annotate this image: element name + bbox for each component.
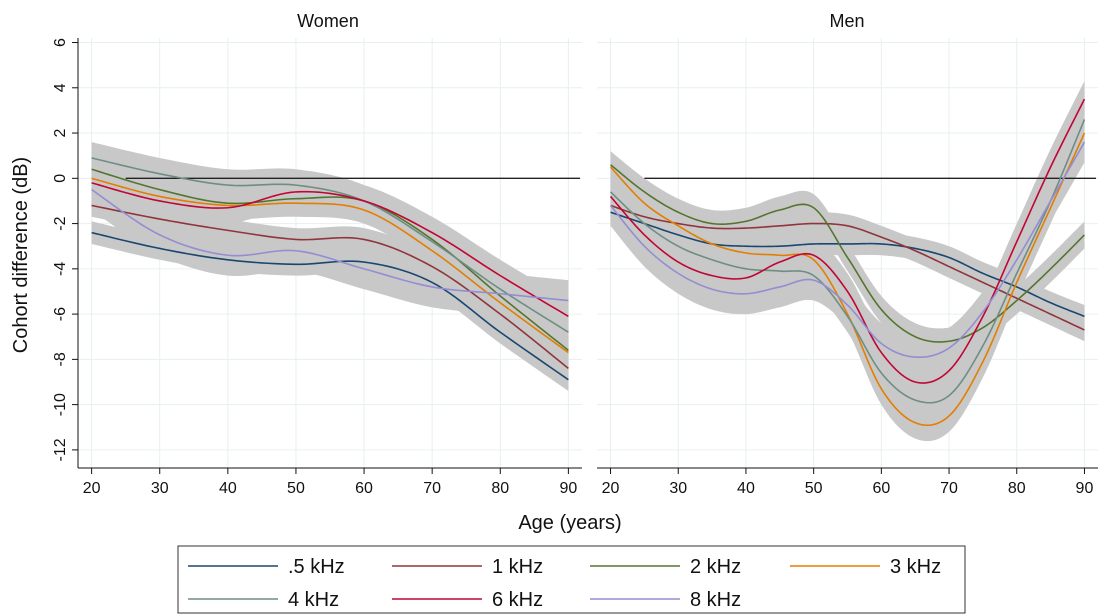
x-tick-label: 40	[219, 480, 237, 497]
confidence-bands	[91, 142, 569, 392]
series-line-4kHzkhz	[91, 157, 569, 333]
x-tick-label: 20	[83, 480, 101, 497]
y-tick-label: -10	[52, 393, 69, 416]
panel-men: 20 30 40 50 60 70 80 90	[597, 38, 1098, 497]
x-tick-label: 60	[355, 480, 373, 497]
series-line-8kHzkhz	[609, 141, 1086, 359]
x-tick-label: 90	[559, 480, 577, 497]
series-line-6kHzkhz	[609, 98, 1086, 384]
legend-label: 1 kHz	[492, 556, 543, 578]
legend: .5 kHz 1 kHz 2 kHz 3 kHz 4 kHz 6 kHz 8 kHz	[177, 545, 966, 614]
y-tick-label: -6	[52, 307, 69, 321]
series-lines	[91, 157, 569, 381]
x-tick-label: 70	[940, 480, 958, 497]
x-axis-label: Age (years)	[518, 512, 621, 534]
series-line-5kHzkhz	[91, 231, 569, 381]
y-tick-label: -4	[52, 262, 69, 276]
x-tick-label: 20	[602, 480, 620, 497]
legend-label: 8 kHz	[690, 589, 741, 611]
legend-item: 8 kHz	[590, 589, 741, 611]
legend-box	[177, 545, 966, 614]
y-tick-label: 6	[52, 38, 69, 47]
confidence-band	[91, 169, 569, 321]
legend-label: 4 kHz	[288, 589, 339, 611]
legend-item: 2 kHz	[590, 556, 741, 578]
x-tick-label: 80	[491, 480, 509, 497]
series-line-3kHzkhz	[91, 177, 569, 354]
confidence-bands	[610, 81, 1085, 442]
series-line-5kHzkhz	[610, 211, 1085, 318]
legend-item: .5 kHz	[188, 556, 345, 578]
legend-item: 3 kHz	[790, 556, 941, 578]
panel-title-men: Men	[829, 11, 864, 31]
x-tick-label: 30	[151, 480, 169, 497]
legend-label: 3 kHz	[890, 556, 941, 578]
x-tick-label: 50	[805, 480, 823, 497]
confidence-band	[610, 151, 1085, 356]
series-line-8kHzkhz	[91, 188, 569, 302]
legend-label: 2 kHz	[690, 556, 741, 578]
series-line-6kHzkhz	[91, 182, 569, 318]
series-lines	[609, 98, 1086, 427]
x-tick-label: 80	[1008, 480, 1026, 497]
x-tick-label: 40	[737, 480, 755, 497]
series-line-2kHzkhz	[91, 168, 569, 351]
legend-item: 1 kHz	[392, 556, 543, 578]
series-line-4kHzkhz	[609, 119, 1086, 404]
series-line-1kHzkhz	[610, 204, 1085, 331]
y-axis-label: Cohort difference (dB)	[10, 157, 32, 353]
x-tick-label: 70	[423, 480, 441, 497]
legend-label: 6 kHz	[492, 589, 543, 611]
y-tick-label: -12	[52, 438, 69, 461]
y-tick-label: 2	[52, 129, 69, 138]
y-tick-label: -8	[52, 352, 69, 366]
x-tick-label: 60	[872, 480, 890, 497]
series-line-1kHzkhz	[91, 204, 569, 370]
y-tick-label: 4	[52, 83, 69, 92]
panel-title-women: Women	[297, 11, 359, 31]
series-line-3kHzkhz	[609, 132, 1086, 427]
legend-label: .5 kHz	[288, 556, 345, 578]
x-tick-label: 90	[1076, 480, 1094, 497]
confidence-band	[610, 121, 1085, 378]
legend-item: 4 kHz	[188, 589, 339, 611]
x-tick-label: 50	[287, 480, 305, 497]
y-tick-label: 0	[52, 174, 69, 183]
x-tick-label: 30	[669, 480, 687, 497]
y-tick-label: -2	[52, 216, 69, 230]
legend-item: 6 kHz	[392, 589, 543, 611]
